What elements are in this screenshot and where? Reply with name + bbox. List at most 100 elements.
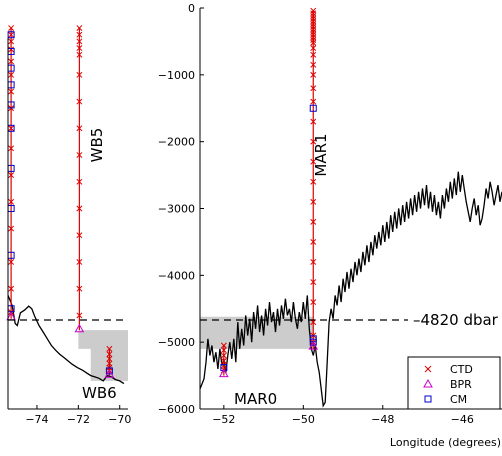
ctd-marker [310, 138, 317, 145]
ctd-marker-stroke [310, 61, 317, 68]
y-tick-label: −5000 [158, 336, 195, 349]
ctd-marker [310, 10, 317, 17]
ctd-marker [310, 85, 317, 92]
ctd-marker-stroke [310, 198, 317, 205]
ctd-marker [76, 152, 83, 158]
ctd-marker-stroke [8, 58, 15, 65]
ctd-marker-stroke [310, 85, 317, 92]
ctd-marker-stroke [8, 25, 15, 32]
ctd-marker [8, 285, 15, 292]
legend-ctd-marker [424, 365, 432, 373]
ctd-marker-stroke [8, 31, 15, 38]
ctd-marker [220, 347, 227, 354]
ctd-marker-stroke [310, 259, 317, 265]
ctd-marker [8, 172, 15, 179]
ctd-marker [220, 342, 227, 349]
reference-line-label: –4820 dbar [413, 311, 499, 329]
ctd-marker-stroke [76, 98, 83, 105]
ctd-marker [8, 31, 15, 38]
ctd-marker-stroke [310, 37, 317, 44]
x-tick-label: −50 [292, 413, 315, 426]
ctd-marker-stroke [76, 285, 83, 292]
legend-label-bpr: BPR [450, 378, 472, 391]
legend-cm-marker [424, 395, 432, 403]
ctd-marker [310, 45, 317, 52]
ctd-marker [76, 71, 83, 78]
ctd-marker-stroke [310, 29, 317, 36]
ctd-marker [8, 71, 15, 78]
x-tick-label: −52 [212, 413, 235, 426]
cm-marker [7, 31, 15, 39]
y-tick-label: −3000 [158, 203, 195, 216]
bpr-marker [218, 368, 229, 378]
ctd-marker-stroke [220, 352, 227, 359]
ctd-marker-stroke [310, 138, 317, 145]
ctd-marker-stroke [106, 355, 113, 362]
legend-marker-stroke [424, 365, 432, 373]
ctd-marker-stroke [8, 38, 15, 45]
ctd-marker [310, 29, 317, 36]
ctd-marker-stroke [76, 25, 83, 32]
ctd-marker [310, 98, 317, 105]
ctd-marker [8, 125, 15, 132]
ctd-marker [310, 7, 317, 14]
ctd-marker [310, 31, 317, 38]
ctd-marker [310, 238, 317, 245]
ctd-marker-stroke [310, 18, 317, 25]
bathymetry-line-west [7, 295, 125, 385]
ctd-marker [310, 279, 317, 285]
legend-label-cm: CM [450, 393, 467, 406]
mooring-label-wb6: WB6 [82, 384, 117, 402]
ctd-marker [106, 355, 113, 362]
ctd-marker [106, 351, 113, 358]
ctd-marker-stroke [220, 357, 227, 364]
ctd-marker-stroke [310, 31, 317, 38]
ctd-marker [310, 39, 317, 46]
ctd-marker [8, 145, 15, 152]
ctd-marker-stroke [8, 46, 15, 53]
x-tick-label: −46 [451, 413, 474, 426]
west-panel: −74 −72 −70 WB5 WB6 [6, 25, 131, 426]
y-tick-label: −4000 [158, 269, 195, 282]
ctd-marker-stroke [220, 362, 227, 369]
ctd-marker [76, 31, 83, 38]
ctd-marker [310, 13, 317, 19]
ctd-marker-stroke [220, 347, 227, 354]
mooring-label-mar1: MAR1 [312, 133, 330, 176]
ctd-marker [76, 285, 83, 292]
ctd-marker [310, 218, 317, 225]
mooring-label-wb5: WB5 [88, 128, 106, 163]
cm-marker [309, 338, 317, 346]
ctd-marker-stroke [76, 312, 83, 319]
ctd-marker [8, 88, 15, 95]
ctd-marker [76, 38, 83, 45]
bpr-marker [104, 369, 115, 378]
x-tick-label: −70 [108, 413, 131, 426]
ctd-marker-stroke [310, 21, 317, 27]
ctd-marker-stroke [76, 125, 83, 132]
ctd-marker-stroke [310, 279, 317, 285]
ctd-marker-stroke [76, 71, 83, 78]
ctd-marker-stroke [310, 7, 317, 14]
ctd-marker-stroke [310, 118, 317, 125]
ctd-marker-stroke [310, 299, 317, 306]
ctd-marker-stroke [8, 88, 15, 95]
y-tick-label: 0 [188, 2, 195, 15]
ctd-marker-stroke [76, 51, 83, 58]
east-panel: −52 −50 −48 −46 0 −1000 −2000 −3000 −4000 −5000 −6… [158, 2, 502, 426]
ctd-marker-stroke [8, 145, 15, 152]
ctd-marker-stroke [76, 152, 83, 158]
ctd-marker-stroke [8, 71, 15, 78]
ctd-marker-stroke [310, 34, 317, 41]
ctd-marker [76, 98, 83, 105]
reference-line-layer: –4820 dbar [8, 311, 499, 329]
y-tick-label: −1000 [158, 69, 195, 82]
ctd-marker [8, 46, 15, 53]
ctd-marker-stroke [220, 342, 227, 349]
ctd-marker-stroke [310, 218, 317, 225]
legend-box [407, 356, 501, 410]
ctd-marker [76, 312, 83, 319]
shaded-region-east [200, 316, 314, 349]
